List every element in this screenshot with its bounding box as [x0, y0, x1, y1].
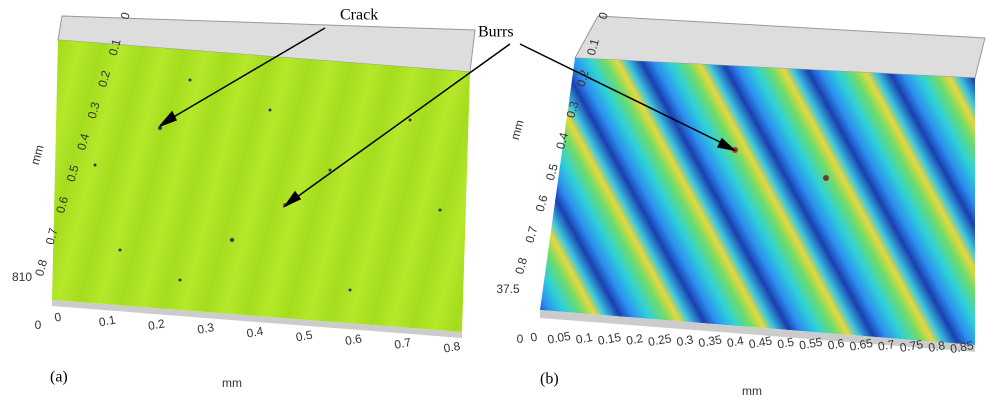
- x-tick-label: 0.2: [625, 331, 644, 348]
- x-tick-label: 0.6: [344, 331, 363, 348]
- box-base: [52, 300, 462, 338]
- x-tick-label: 0.65: [848, 336, 874, 354]
- x-tick-label: 0.55: [798, 335, 824, 353]
- y-axis-label: mm: [508, 118, 527, 141]
- y-tick-label: 0: [118, 10, 133, 20]
- x-tick-label: 0.7: [393, 335, 412, 352]
- x-tick-label: 0.8: [927, 338, 946, 355]
- x-tick-label: 0.35: [697, 332, 723, 350]
- y-tick-label: 0.5: [64, 163, 82, 183]
- x-tick-label: 0.1: [575, 330, 594, 347]
- x-tick-label: 0.7: [877, 337, 896, 354]
- y-tick-label: 0.1: [106, 37, 124, 57]
- y-tick-label: 0: [596, 10, 611, 20]
- y-tick-label: 0.3: [564, 99, 582, 119]
- y-tick-label: 0.7: [523, 224, 541, 244]
- annotation: Crack: [340, 7, 378, 24]
- y-tick-label: 0.8: [512, 256, 530, 276]
- x-tick-label: 0.1: [98, 313, 117, 330]
- x-tick-label: 0.85: [949, 338, 975, 356]
- y-tick-label: 0.4: [553, 131, 571, 151]
- x-tick-label: 0.4: [726, 333, 745, 350]
- z-tick-label: 0: [517, 332, 524, 346]
- burr: [823, 175, 829, 181]
- x-tick-label: 0.5: [295, 328, 314, 345]
- arrows: [159, 27, 737, 208]
- y-tick-label: 0.6: [533, 193, 551, 213]
- x-axis-label: mm: [742, 384, 762, 398]
- x-tick-label: 0.6: [827, 336, 846, 353]
- y-tick-label: 0.7: [43, 226, 61, 246]
- x-tick-label: 0.45: [748, 334, 774, 352]
- y-tick-label: 0.2: [95, 69, 113, 89]
- y-tick-label: 0.6: [53, 195, 71, 215]
- x-axis-label: mm: [222, 376, 242, 390]
- x-tick-label: 0.3: [196, 320, 215, 337]
- panel-label: (b): [540, 371, 559, 388]
- y-tick-label: 0.2: [574, 68, 592, 88]
- x-tick-label: 0.3: [675, 332, 694, 349]
- y-tick-label: 0.3: [85, 100, 103, 120]
- y-tick-label: 0.5: [543, 162, 561, 182]
- surface-a: [52, 40, 470, 332]
- y-tick-label: 0.1: [584, 37, 602, 57]
- z-tick-label: 0: [35, 318, 42, 332]
- z-tick-label: 810: [12, 270, 32, 284]
- surface-b: [540, 58, 975, 345]
- x-tick-label: 0.2: [147, 316, 166, 333]
- y-tick-label: 0.4: [74, 132, 92, 152]
- z-tick-label: 37.5: [496, 282, 520, 296]
- x-tick-label: 0.75: [899, 337, 925, 355]
- annotation: Burrs: [478, 24, 514, 41]
- x-tick-label: 0.05: [546, 329, 572, 347]
- x-tick-label: 0.4: [245, 324, 264, 341]
- x-tick-label: 0.8: [442, 339, 461, 356]
- box-base: [540, 310, 975, 352]
- x-tick-label: 0.5: [776, 335, 795, 352]
- x-tick-label: 0.15: [597, 330, 623, 348]
- x-tick-label: 0: [529, 330, 538, 345]
- y-axis-label: mm: [28, 143, 47, 166]
- x-tick-label: 0: [53, 310, 62, 325]
- x-tick-label: 0.25: [647, 331, 673, 349]
- panel-label: (a): [50, 369, 68, 386]
- y-tick-label: 0.8: [32, 258, 50, 278]
